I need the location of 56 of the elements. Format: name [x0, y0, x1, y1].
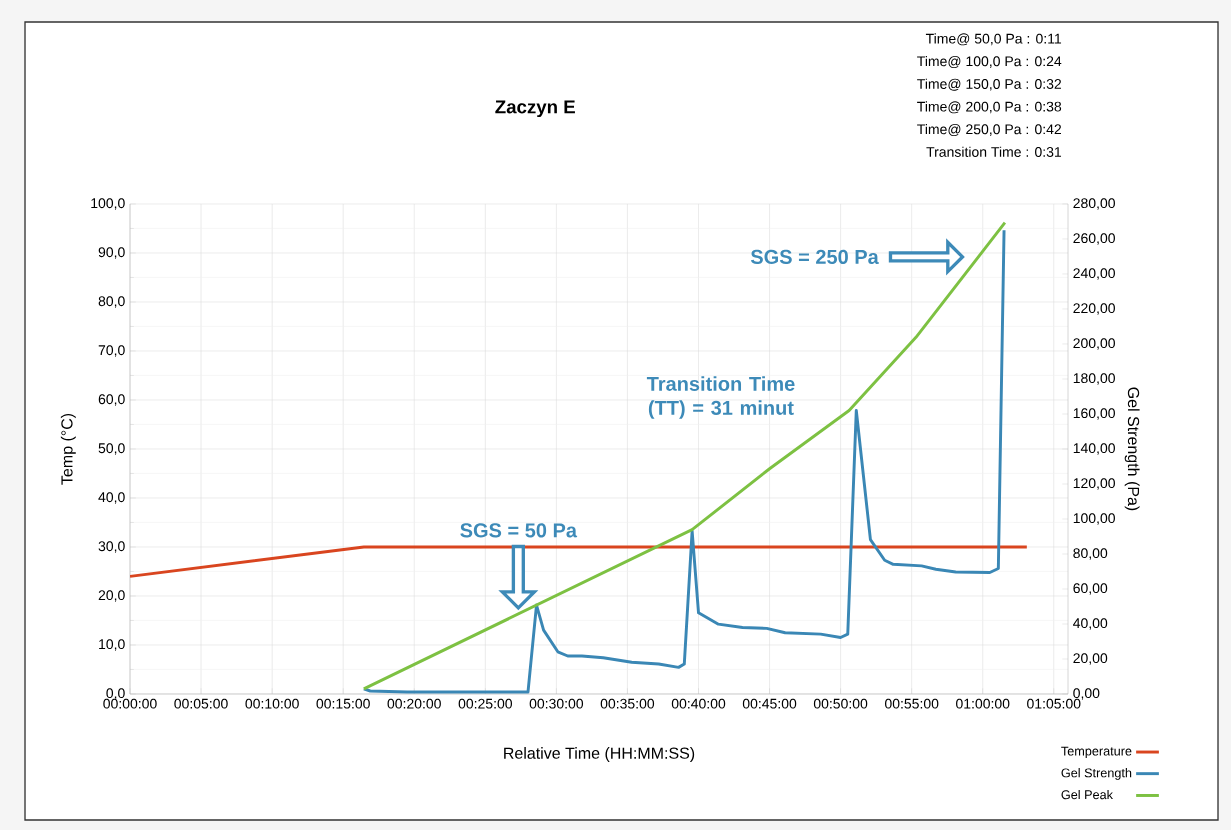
- y-tick-label: 70,0: [98, 345, 125, 357]
- text: Time@ 50,0 Pa : 0:11: [925, 33, 1062, 46]
- x-tick-label: 01:05:00: [1027, 698, 1081, 709]
- y2-tick-label: 160,00: [1073, 408, 1115, 420]
- text: Time@ 100,0 Pa : 0:24: [917, 55, 1062, 69]
- x-tick-label: 00:05:00: [174, 698, 228, 709]
- y2-tick-label: 0,00: [1073, 688, 1100, 700]
- y2-tick-label: 40,00: [1073, 618, 1108, 630]
- y2-tick-label: 140,00: [1073, 443, 1115, 455]
- y2-tick-label: 240,00: [1073, 268, 1115, 280]
- y-tick-label: 100,0: [91, 198, 125, 210]
- y2-tick-label: 180,00: [1073, 373, 1115, 385]
- x-tick-label: 00:50:00: [813, 698, 868, 709]
- x-tick-label: 00:00:00: [103, 698, 157, 709]
- y2-tick-label: 60,00: [1073, 583, 1108, 595]
- x-tick-label: 00:30:00: [529, 698, 584, 709]
- y2-tick-label: 100,00: [1073, 513, 1115, 525]
- x-tick-label: 00:15:00: [316, 698, 370, 709]
- y2-tick-label: 260,00: [1073, 233, 1115, 245]
- legend-label: Gel Strength: [1061, 768, 1132, 780]
- y-tick-label: 60,0: [98, 394, 125, 406]
- y-tick-label: 90,0: [98, 247, 125, 259]
- y2-tick-label: 220,00: [1073, 303, 1115, 315]
- y2-tick-label: 120,00: [1073, 478, 1115, 490]
- x-axis-title: Relative Time (HH:MM:SS): [504, 747, 695, 762]
- chart-title: Zaczyn E: [495, 100, 575, 118]
- y-tick-label: 50,0: [98, 443, 125, 455]
- y2-tick-label: 200,00: [1073, 338, 1115, 350]
- y-tick-label: 20,0: [98, 590, 125, 602]
- x-tick-label: 00:45:00: [742, 698, 797, 709]
- y-tick-label: 40,0: [98, 492, 125, 504]
- text: Transition Time : 0:31: [926, 146, 1062, 157]
- x-tick-label: 00:40:00: [671, 698, 726, 709]
- y2-axis-title: Gel Strength (Pa): [1124, 387, 1140, 511]
- x-tick-label: 00:20:00: [387, 698, 441, 709]
- annotation: SGS = 250 Pa: [750, 249, 879, 264]
- y-tick-label: 30,0: [98, 541, 125, 553]
- y2-tick-label: 80,00: [1073, 548, 1108, 560]
- annotation: SGS = 50 Pa: [460, 523, 578, 538]
- y-axis-title: Temp (°C): [60, 413, 76, 485]
- text: Time@ 250,0 Pa : 0:42: [917, 123, 1061, 137]
- annotation: Transition Time (TT) = 31 minut: [646, 376, 795, 419]
- y-tick-label: 80,0: [98, 296, 125, 308]
- y-tick-label: 0,0: [106, 688, 125, 700]
- text: Time@ 200,0 Pa : 0:38: [917, 101, 1062, 114]
- x-tick-label: 00:25:00: [458, 698, 513, 709]
- x-tick-label: 01:00:00: [956, 698, 1010, 709]
- legend-label: Gel Peak: [1061, 789, 1113, 800]
- legend-label: Temperature: [1061, 746, 1132, 759]
- x-tick-label: 00:55:00: [885, 698, 939, 709]
- x-tick-label: 00:35:00: [600, 698, 655, 709]
- x-tick-label: 00:10:00: [245, 698, 299, 709]
- y2-tick-label: 20,00: [1073, 653, 1108, 665]
- y-tick-label: 10,0: [99, 639, 125, 651]
- text: Time@ 150,0 Pa : 0:32: [917, 78, 1061, 91]
- y2-tick-label: 280,00: [1073, 198, 1115, 210]
